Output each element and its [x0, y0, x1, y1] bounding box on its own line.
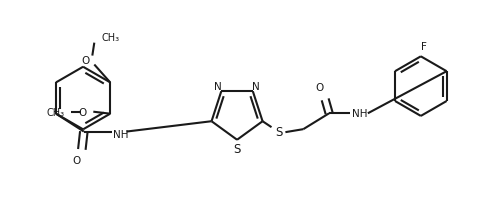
Text: O: O — [81, 55, 89, 65]
Text: S: S — [233, 143, 241, 156]
Text: NH: NH — [352, 109, 368, 119]
Text: S: S — [275, 125, 282, 138]
Text: F: F — [421, 42, 427, 52]
Text: N: N — [214, 82, 222, 92]
Text: CH₃: CH₃ — [46, 107, 65, 117]
Text: O: O — [73, 156, 81, 166]
Text: CH₃: CH₃ — [101, 33, 119, 42]
Text: NH: NH — [113, 129, 128, 139]
Text: O: O — [315, 83, 323, 93]
Text: O: O — [78, 107, 86, 117]
Text: N: N — [252, 82, 260, 92]
